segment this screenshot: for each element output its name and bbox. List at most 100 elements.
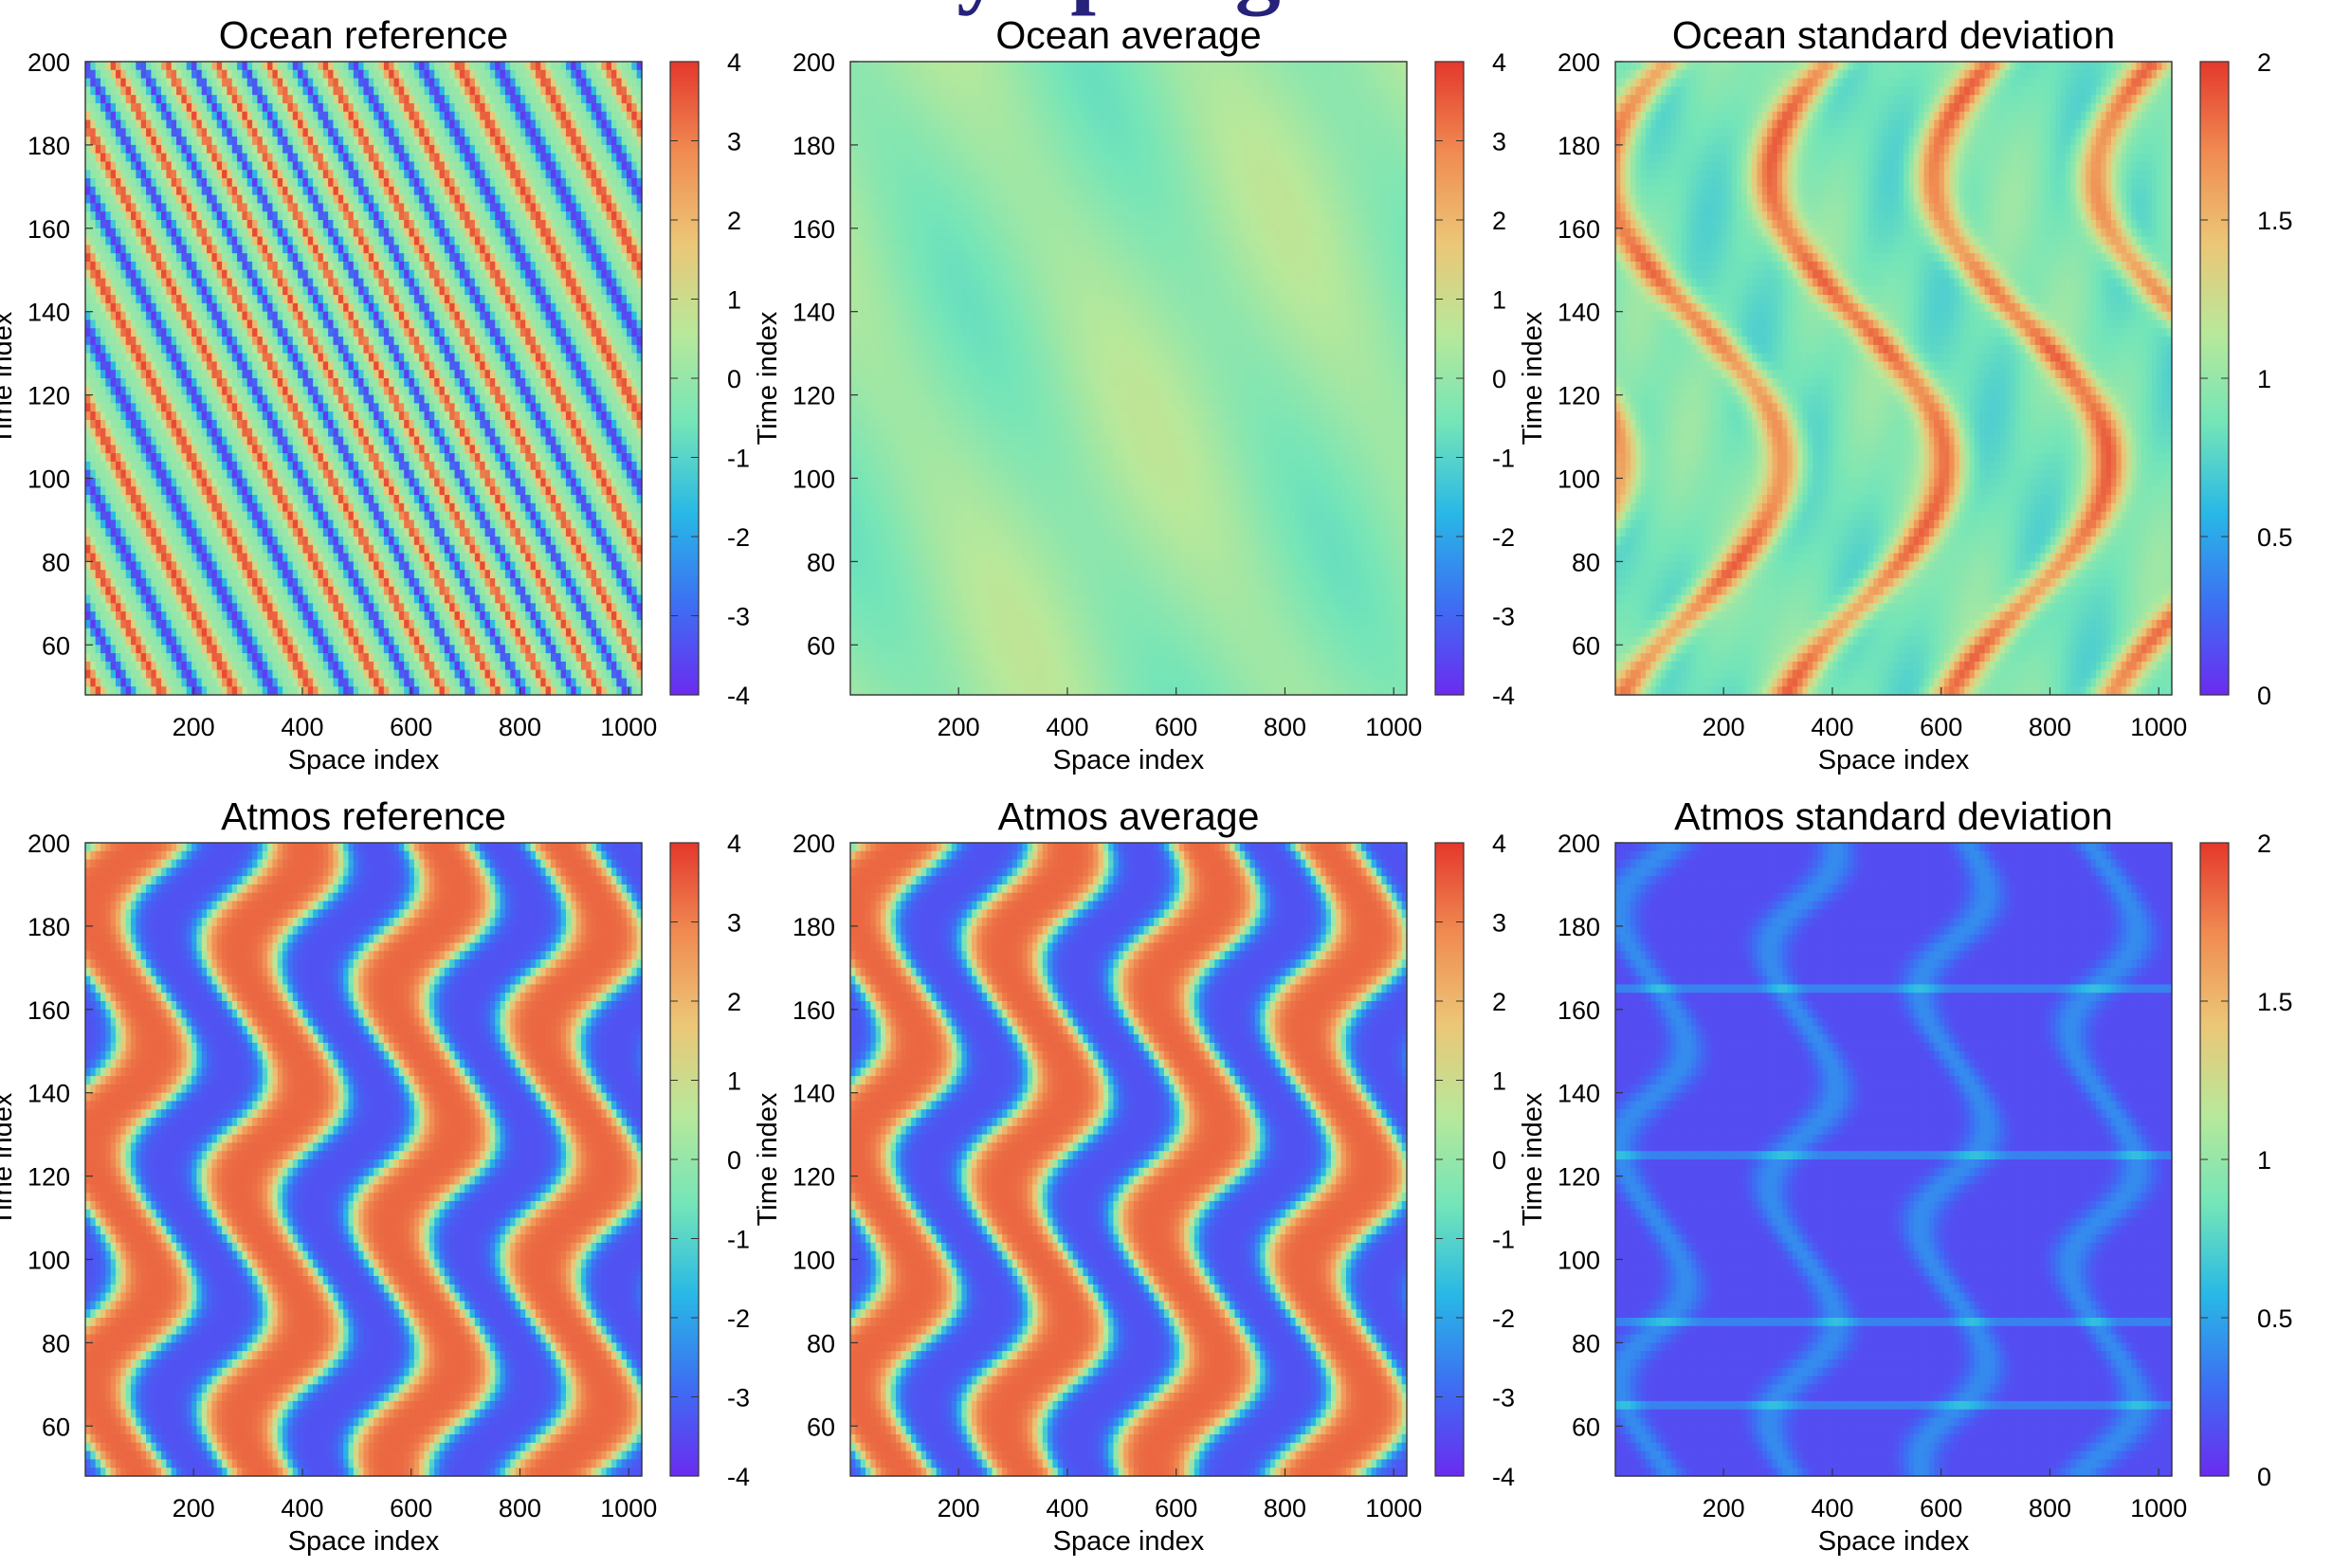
heatmap-cell bbox=[131, 86, 137, 95]
heatmap-cell bbox=[100, 112, 106, 120]
heatmap-cell bbox=[120, 86, 126, 95]
heatmap-cell bbox=[490, 187, 496, 195]
heatmap-cell bbox=[616, 178, 622, 187]
heatmap-cell bbox=[222, 70, 228, 79]
heatmap-cell bbox=[627, 70, 632, 79]
heatmap-cell bbox=[465, 161, 470, 170]
heatmap-cell bbox=[379, 86, 385, 95]
heatmap-cell bbox=[465, 187, 470, 195]
heatmap-cell bbox=[278, 128, 283, 137]
heatmap-cell bbox=[611, 154, 617, 162]
heatmap-cell bbox=[217, 178, 223, 187]
heatmap-cell bbox=[631, 79, 637, 87]
heatmap-cell bbox=[278, 62, 283, 70]
heatmap-cell bbox=[85, 79, 91, 87]
heatmap-cell bbox=[449, 178, 455, 187]
heatmap-cell bbox=[151, 70, 156, 79]
heatmap-cell bbox=[166, 178, 172, 187]
heatmap-cell bbox=[631, 195, 637, 204]
heatmap-cell bbox=[576, 79, 582, 87]
heatmap-cell bbox=[373, 95, 379, 103]
heatmap-cell bbox=[146, 62, 152, 70]
heatmap-cell bbox=[191, 86, 197, 95]
heatmap-cell bbox=[616, 128, 622, 137]
heatmap-cell bbox=[278, 195, 283, 204]
heatmap-cell bbox=[211, 170, 217, 178]
heatmap-cell bbox=[308, 112, 314, 120]
heatmap-cell bbox=[551, 187, 556, 195]
heatmap-cell bbox=[601, 95, 607, 103]
heatmap-cell bbox=[449, 62, 455, 70]
heatmap-cell bbox=[414, 95, 420, 103]
heatmap-cell bbox=[404, 145, 410, 154]
heatmap-cell bbox=[556, 178, 561, 187]
heatmap-cell bbox=[252, 137, 258, 145]
heatmap-cell bbox=[85, 103, 91, 112]
heatmap-cell bbox=[470, 137, 476, 145]
heatmap-cell bbox=[531, 154, 537, 162]
heatmap-cell bbox=[490, 70, 496, 79]
heatmap-cell bbox=[592, 120, 597, 129]
heatmap-cell bbox=[510, 70, 516, 79]
heatmap-cell bbox=[551, 195, 556, 204]
heatmap-cell bbox=[404, 137, 410, 145]
heatmap-cell bbox=[247, 161, 253, 170]
heatmap-cell bbox=[440, 112, 446, 120]
heatmap-cell bbox=[293, 120, 299, 129]
heatmap-cell bbox=[333, 79, 338, 87]
heatmap-cell bbox=[434, 103, 440, 112]
heatmap-cell bbox=[191, 120, 197, 129]
heatmap-cell bbox=[601, 86, 607, 95]
heatmap-cell bbox=[176, 62, 182, 70]
heatmap-cell bbox=[90, 161, 96, 170]
heatmap-cell bbox=[601, 145, 607, 154]
heatmap-cell bbox=[561, 195, 567, 204]
heatmap-cell bbox=[607, 128, 612, 137]
heatmap-cell bbox=[278, 86, 283, 95]
heatmap-cell bbox=[202, 128, 208, 137]
heatmap-cell bbox=[136, 62, 141, 70]
heatmap-cell bbox=[410, 170, 415, 178]
heatmap-cell bbox=[510, 62, 516, 70]
heatmap-cell bbox=[556, 145, 561, 154]
heatmap-cell bbox=[536, 178, 541, 187]
heatmap-cell bbox=[546, 154, 552, 162]
heatmap-cell bbox=[358, 95, 364, 103]
heatmap-cell bbox=[364, 137, 370, 145]
heatmap-cell bbox=[485, 62, 491, 70]
heatmap-cell bbox=[263, 195, 268, 204]
heatmap-cell bbox=[227, 145, 232, 154]
heatmap-cell bbox=[384, 145, 390, 154]
heatmap-cell bbox=[561, 137, 567, 145]
heatmap-cell bbox=[449, 170, 455, 178]
heatmap-cell bbox=[425, 95, 430, 103]
heatmap-cell bbox=[111, 70, 117, 79]
heatmap-cell bbox=[465, 62, 470, 70]
heatmap-cell bbox=[181, 161, 187, 170]
heatmap-cell bbox=[510, 128, 516, 137]
heatmap-cell bbox=[227, 79, 232, 87]
heatmap-cell bbox=[278, 178, 283, 187]
heatmap-cell bbox=[475, 62, 481, 70]
heatmap-cell bbox=[287, 187, 293, 195]
heatmap-cell bbox=[105, 145, 111, 154]
heatmap-cell bbox=[120, 145, 126, 154]
heatmap-cell bbox=[429, 145, 435, 154]
heatmap-cell bbox=[601, 195, 607, 204]
heatmap-cell bbox=[151, 95, 156, 103]
heatmap-cell bbox=[556, 154, 561, 162]
heatmap-cell bbox=[571, 86, 576, 95]
heatmap-cell bbox=[556, 112, 561, 120]
heatmap-cell bbox=[394, 128, 400, 137]
heatmap-cell bbox=[161, 86, 167, 95]
heatmap-cell bbox=[592, 112, 597, 120]
heatmap-cell bbox=[520, 128, 526, 137]
heatmap-cell bbox=[354, 161, 359, 170]
heatmap-cell bbox=[247, 187, 253, 195]
heatmap-cell bbox=[470, 170, 476, 178]
heatmap-cell bbox=[191, 145, 197, 154]
heatmap-cell bbox=[465, 70, 470, 79]
heatmap-cell bbox=[510, 187, 516, 195]
heatmap-cell bbox=[141, 154, 147, 162]
heatmap-cell bbox=[302, 170, 308, 178]
